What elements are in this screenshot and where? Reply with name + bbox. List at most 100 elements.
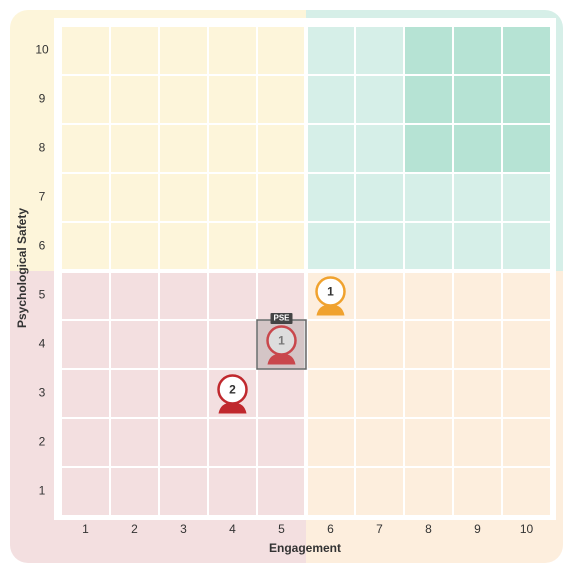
marker-base	[267, 353, 296, 365]
cell	[356, 76, 403, 123]
marker-count: 1	[327, 285, 334, 299]
cell	[307, 419, 354, 466]
cell	[111, 125, 158, 172]
cell	[209, 419, 256, 466]
cell	[356, 468, 403, 515]
cell	[454, 27, 501, 74]
x-tick-label: 2	[131, 522, 138, 536]
cell	[454, 76, 501, 123]
marker-base	[316, 304, 345, 316]
cell	[160, 223, 207, 270]
cell	[160, 321, 207, 368]
cell	[111, 174, 158, 221]
y-tick-label: 4	[39, 337, 46, 351]
cell	[111, 321, 158, 368]
x-tick-label: 10	[520, 522, 534, 536]
cell	[209, 223, 256, 270]
cell	[258, 174, 305, 221]
cell	[209, 321, 256, 368]
cell	[454, 272, 501, 319]
x-tick-label: 6	[327, 522, 334, 536]
y-tick-label: 9	[39, 92, 46, 106]
cell	[503, 27, 550, 74]
cell	[258, 223, 305, 270]
cell	[258, 419, 305, 466]
cell	[111, 272, 158, 319]
y-axis-title: Psychological Safety	[15, 208, 29, 328]
cell	[454, 468, 501, 515]
cell	[503, 125, 550, 172]
cell	[405, 76, 452, 123]
cell	[503, 272, 550, 319]
cell	[258, 76, 305, 123]
y-tick-label: 1	[39, 484, 46, 498]
cell	[405, 321, 452, 368]
x-tick-label: 5	[278, 522, 285, 536]
cell	[62, 272, 109, 319]
marker-circle	[266, 325, 297, 356]
x-axis-title: Engagement	[269, 541, 341, 555]
cell	[62, 223, 109, 270]
cell	[503, 370, 550, 417]
y-tick-label: 6	[39, 239, 46, 253]
marker: 2	[217, 374, 248, 414]
cell	[111, 223, 158, 270]
marker-circle	[217, 374, 248, 405]
cell	[209, 468, 256, 515]
cell	[307, 321, 354, 368]
cell	[160, 174, 207, 221]
cell	[62, 174, 109, 221]
cell	[111, 419, 158, 466]
cell	[405, 174, 452, 221]
cell	[454, 125, 501, 172]
cell	[160, 272, 207, 319]
tag-bg	[270, 313, 293, 324]
cell	[209, 76, 256, 123]
cell	[356, 174, 403, 221]
cell	[160, 370, 207, 417]
x-tick-label: 4	[229, 522, 236, 536]
cell	[405, 125, 452, 172]
cell	[454, 174, 501, 221]
cell	[454, 223, 501, 270]
cell	[209, 125, 256, 172]
x-tick-label: 9	[474, 522, 481, 536]
cell	[160, 76, 207, 123]
x-tick-label: 3	[180, 522, 187, 536]
cell	[258, 272, 305, 319]
cell	[160, 419, 207, 466]
cell	[160, 125, 207, 172]
cell	[503, 174, 550, 221]
y-tick-label: 3	[39, 386, 46, 400]
cell	[111, 76, 158, 123]
cell	[503, 419, 550, 466]
cell	[62, 321, 109, 368]
background	[10, 10, 563, 563]
cell	[62, 27, 109, 74]
marker-count: 1	[278, 334, 285, 348]
cell	[258, 370, 305, 417]
tag-label: PSE	[273, 314, 290, 323]
cell	[503, 223, 550, 270]
marker: 1	[315, 276, 346, 316]
cell	[405, 468, 452, 515]
cell	[503, 76, 550, 123]
marker-count: 2	[229, 383, 236, 397]
cell	[62, 468, 109, 515]
cell	[62, 76, 109, 123]
cell	[405, 419, 452, 466]
cell	[111, 27, 158, 74]
cell	[503, 468, 550, 515]
marker: PSE 1	[256, 313, 307, 370]
cell	[307, 370, 354, 417]
cell	[405, 370, 452, 417]
x-tick-label: 1	[82, 522, 89, 536]
y-tick-label: 10	[35, 43, 49, 57]
cell	[307, 468, 354, 515]
cell	[307, 174, 354, 221]
y-tick-label: 5	[39, 288, 46, 302]
cell	[258, 468, 305, 515]
cell	[62, 125, 109, 172]
cell	[307, 223, 354, 270]
cell	[209, 27, 256, 74]
